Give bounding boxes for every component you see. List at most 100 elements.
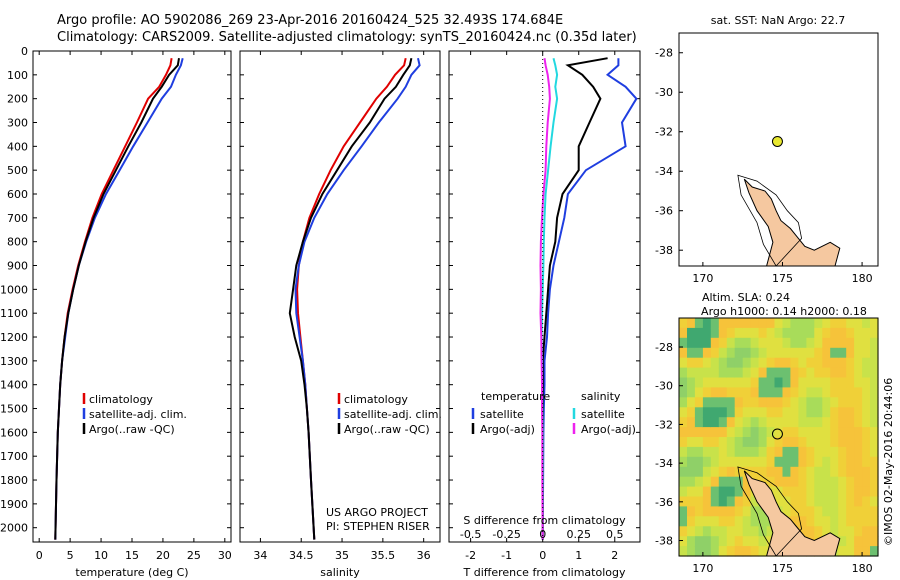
sla-cell	[766, 337, 776, 349]
sla-cell	[726, 437, 736, 448]
sla-cell	[710, 526, 720, 537]
sla-cell	[742, 446, 752, 458]
sla-cell	[718, 407, 728, 418]
sst-map-panel: 170 175 180 -38 -36 -34 -32 -30 -28	[655, 32, 879, 285]
sla-cell	[782, 397, 792, 408]
x-tick-label: 35.5	[371, 549, 396, 562]
sla-cell	[846, 427, 855, 438]
sla-cell	[822, 367, 831, 379]
sla-cell	[694, 466, 704, 478]
sla-cell	[726, 427, 736, 438]
sla-cell	[814, 486, 823, 498]
sla-cell	[846, 367, 855, 379]
sla-cell	[687, 496, 696, 507]
sla-cell	[838, 347, 847, 359]
sla-cell	[750, 327, 760, 339]
sla-cell	[734, 337, 744, 349]
sla-cell	[694, 347, 704, 359]
sla-cell	[718, 536, 728, 547]
sla-cell	[846, 486, 855, 498]
x-tick-label: 1	[575, 549, 582, 562]
legend-label: Argo(..raw -QC)	[344, 423, 430, 436]
s-tick-label: 0.25	[566, 528, 591, 541]
sla-cell	[806, 327, 815, 339]
sla-cell	[830, 437, 839, 448]
profile-panel-2: 34 34.5 35 35.5 36 salinity climatology satelli…	[239, 50, 442, 579]
sla-cell	[870, 546, 879, 557]
sla-cell	[790, 456, 799, 468]
sla-cell	[806, 486, 815, 498]
sla-cell	[830, 526, 839, 537]
sla-cell	[734, 456, 744, 468]
sla-cell	[830, 377, 839, 388]
sla-cell	[798, 318, 807, 329]
sla-cell	[830, 347, 839, 359]
lat-tick-label: -32	[655, 126, 673, 139]
depth-tick-label: 1900	[0, 498, 28, 511]
sla-cell	[734, 476, 744, 488]
sla-cell	[718, 546, 728, 557]
land-new-zealand	[743, 470, 841, 557]
sla-cell	[687, 506, 696, 517]
x-tick-label: 15	[125, 549, 139, 562]
header-line-2: Climatology: CARS2009. Satellite-adjuste…	[57, 30, 637, 45]
sla-cell	[687, 446, 696, 458]
sla-cell	[830, 466, 839, 478]
sla-cell	[806, 367, 815, 379]
series-line-climatology	[296, 57, 407, 540]
sla-cell	[870, 327, 879, 339]
sla-cell	[687, 397, 696, 408]
sla-cell	[742, 357, 752, 369]
sla-cell	[854, 536, 863, 547]
sla-cell	[854, 456, 863, 468]
sla-cell	[702, 496, 712, 507]
lon-tick-label: 170	[692, 562, 713, 575]
sla-cell	[814, 446, 823, 458]
sla-cell	[838, 446, 847, 458]
depth-tick-label: 400	[7, 140, 28, 153]
sla-cell	[862, 337, 871, 349]
sla-cell	[687, 526, 696, 537]
panel-frame	[32, 50, 232, 543]
sla-cell	[854, 446, 863, 458]
x-tick-label: 10	[94, 549, 108, 562]
sla-cell	[694, 496, 704, 507]
depth-tick-label: 1000	[0, 283, 28, 296]
sla-cell	[806, 417, 815, 428]
sla-cell	[790, 427, 799, 438]
sla-cell	[742, 337, 752, 349]
sla-cell	[702, 437, 712, 448]
sla-cell	[750, 526, 760, 537]
sla-cell	[798, 377, 807, 388]
sla-cell	[750, 427, 760, 438]
x-tick-label: 34.5	[289, 549, 314, 562]
sla-cell	[726, 526, 736, 537]
legend-label: satellite-adj. clim.	[89, 408, 187, 421]
sla-cell	[790, 496, 799, 507]
x-tick-label: 0	[36, 549, 43, 562]
series-line-s-argo-adj-	[539, 58, 551, 540]
sla-cell	[870, 397, 879, 408]
sla-cell	[782, 387, 792, 398]
depth-tick-label: 200	[7, 93, 28, 106]
sla-cell	[838, 526, 847, 537]
sla-cell	[862, 506, 871, 517]
sla-cell	[806, 407, 815, 418]
sla-cell	[822, 486, 831, 498]
sla-cell	[726, 407, 736, 418]
x-tick-label: 20	[156, 549, 170, 562]
lat-tick-label: -34	[655, 165, 673, 178]
sst-map-title: sat. SST: NaN Argo: 22.7	[711, 14, 845, 27]
sla-cell	[822, 397, 831, 408]
legend-label: Argo(..raw -QC)	[89, 423, 175, 436]
sla-cell	[870, 516, 879, 527]
sla-cell	[750, 387, 760, 398]
legend-label: satellite	[480, 408, 524, 421]
sla-cell	[742, 526, 752, 537]
sla-cell	[758, 536, 768, 547]
sla-cell	[862, 437, 871, 448]
sla-cell	[750, 417, 760, 428]
sla-cell	[798, 476, 807, 488]
sla-cell	[726, 486, 736, 498]
legend-title-temperature: temperature	[481, 390, 550, 403]
